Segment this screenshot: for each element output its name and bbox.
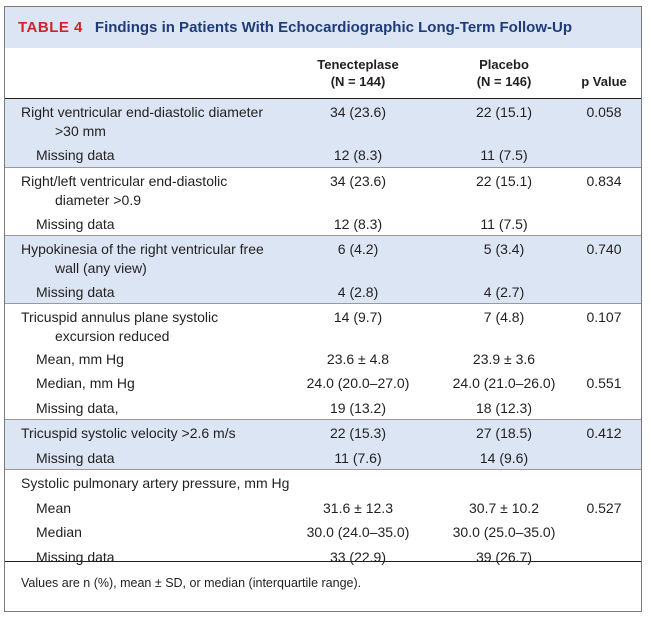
row-sublabel: Median, mm Hg xyxy=(36,375,135,391)
header-tenecteplase-n: (N = 144) xyxy=(330,74,386,89)
row-label: Hypokinesia of the right ventricular fre… xyxy=(21,240,301,278)
p-value: 0.412 xyxy=(586,425,622,441)
row-label-line1: Right/left ventricular end-diastolic xyxy=(21,173,228,189)
row-group: Tricuspid systolic velocity >2.6 m/s 22 (… xyxy=(5,420,641,470)
row-label: Right/left ventricular end-diastolic diam… xyxy=(21,172,301,210)
tenecteplase-value: 12 (8.3) xyxy=(333,216,383,232)
placebo-value: 24.0 (21.0–26.0) xyxy=(452,375,556,391)
placebo-value: 22 (15.1) xyxy=(475,104,533,120)
table-row: Tricuspid annulus plane systolic excursio… xyxy=(5,304,641,346)
tenecteplase-value: 22 (15.3) xyxy=(329,425,387,441)
table-number: TABLE 4 xyxy=(18,19,83,36)
table-row: Mean, mm Hg 23.6 ± 4.8 23.9 ± 3.6 xyxy=(5,346,641,370)
placebo-value: 11 (7.5) xyxy=(480,216,528,232)
tenecteplase-value: 34 (23.6) xyxy=(329,173,387,189)
table-row: Missing data 11 (7.6) 14 (9.6) xyxy=(5,445,641,469)
row-group: Hypokinesia of the right ventricular fre… xyxy=(5,236,641,304)
row-label-line1: Tricuspid annulus plane systolic xyxy=(21,309,219,325)
tenecteplase-value: 12 (8.3) xyxy=(333,147,383,163)
row-sublabel: Missing data xyxy=(36,450,115,466)
row-label: Systolic pulmonary artery pressure, mm H… xyxy=(21,474,301,493)
table-row: Hypokinesia of the right ventricular fre… xyxy=(5,236,641,279)
table-row: Median, mm Hg 24.0 (20.0–27.0) 24.0 (21.0–… xyxy=(5,370,641,395)
row-sublabel: Missing data xyxy=(36,216,115,232)
p-value: 0.107 xyxy=(586,309,622,325)
header-p-value: p Value xyxy=(581,74,627,89)
placebo-value: 14 (9.6) xyxy=(479,450,529,466)
table-frame: TABLE 4 Findings in Patients With Echoca… xyxy=(4,6,642,612)
placebo-value: 30.0 (25.0–35.0) xyxy=(452,524,556,540)
p-value: 0.527 xyxy=(586,500,622,516)
header-tenecteplase: Tenecteplase (N = 144) xyxy=(301,56,415,90)
table-row: Systolic pulmonary artery pressure, mm H… xyxy=(5,470,641,495)
row-group: Right ventricular end-diastolic diameter… xyxy=(5,99,641,168)
row-label-line1: Hypokinesia of the right ventricular fre… xyxy=(21,241,264,257)
row-sublabel: Missing data, xyxy=(36,400,119,416)
header-placebo-name: Placebo xyxy=(479,57,529,72)
table-row: Right ventricular end-diastolic diameter… xyxy=(5,99,641,142)
table-title-bar: TABLE 4 Findings in Patients With Echoca… xyxy=(5,7,641,48)
tenecteplase-value: 31.6 ± 12.3 xyxy=(323,500,393,516)
placebo-value: 11 (7.5) xyxy=(480,147,528,163)
tenecteplase-value: 34 (23.6) xyxy=(329,104,387,120)
row-sublabel: Missing data xyxy=(36,284,115,300)
row-sublabel: Mean, mm Hg xyxy=(36,351,124,367)
row-label: Tricuspid systolic velocity >2.6 m/s xyxy=(21,424,301,443)
row-group: Tricuspid annulus plane systolic excursio… xyxy=(5,304,641,420)
tenecteplase-value: 24.0 (20.0–27.0) xyxy=(306,375,410,391)
placebo-value: 27 (18.5) xyxy=(475,425,533,441)
row-label-line1: Right ventricular end-diastolic diameter xyxy=(21,104,263,120)
tenecteplase-value: 4 (2.8) xyxy=(337,284,379,300)
placebo-value: 7 (4.8) xyxy=(483,309,525,325)
row-group: Right/left ventricular end-diastolic diam… xyxy=(5,168,641,236)
placebo-value: 18 (12.3) xyxy=(475,400,533,416)
tenecteplase-value: 11 (7.6) xyxy=(334,450,382,466)
row-label-line2: diameter >0.9 xyxy=(55,192,141,208)
header-tenecteplase-name: Tenecteplase xyxy=(317,57,399,72)
p-value: 0.551 xyxy=(586,375,622,391)
table-row: Mean 31.6 ± 12.3 30.7 ± 10.2 0.527 xyxy=(5,495,641,519)
row-label: Right ventricular end-diastolic diameter… xyxy=(21,103,301,141)
table-row: Missing data, 19 (13.2) 18 (12.3) xyxy=(5,395,641,419)
table-row: Median 30.0 (24.0–35.0) 30.0 (25.0–35.0) xyxy=(5,519,641,544)
placebo-value: 22 (15.1) xyxy=(475,173,533,189)
row-label-line2: excursion reduced xyxy=(55,328,170,344)
table-title: Findings in Patients With Echocardiograp… xyxy=(94,19,572,36)
row-label-line1: Tricuspid systolic velocity >2.6 m/s xyxy=(21,425,236,441)
tenecteplase-value: 6 (4.2) xyxy=(337,241,379,257)
row-label-line2: wall (any view) xyxy=(55,260,147,276)
tenecteplase-value: 30.0 (24.0–35.0) xyxy=(306,524,410,540)
tenecteplase-value: 14 (9.7) xyxy=(333,309,383,325)
table-row: Right/left ventricular end-diastolic diam… xyxy=(5,168,641,211)
p-value: 0.058 xyxy=(586,104,622,120)
row-label-line2: >30 mm xyxy=(55,123,106,139)
placebo-value: 5 (3.4) xyxy=(483,241,525,257)
row-group: Systolic pulmonary artery pressure, mm H… xyxy=(5,470,641,570)
placebo-value: 23.9 ± 3.6 xyxy=(472,351,536,367)
row-sublabel: Median xyxy=(36,524,82,540)
p-value: 0.834 xyxy=(586,173,622,189)
table-row: Missing data 12 (8.3) 11 (7.5) xyxy=(5,142,641,167)
p-value: 0.740 xyxy=(586,241,622,257)
table-footnote: Values are n (%), mean ± SD, or median (… xyxy=(5,561,641,611)
table-header: Tenecteplase (N = 144) Placebo (N = 146)… xyxy=(5,48,641,99)
row-label-line1: Systolic pulmonary artery pressure, mm H… xyxy=(21,475,290,491)
row-sublabel: Mean xyxy=(36,500,72,516)
header-placebo: Placebo (N = 146) xyxy=(447,56,561,90)
placebo-value: 30.7 ± 10.2 xyxy=(469,500,539,516)
header-placebo-n: (N = 146) xyxy=(476,74,532,89)
tenecteplase-value: 19 (13.2) xyxy=(329,400,387,416)
row-sublabel: Missing data xyxy=(36,147,115,163)
table-body: Right ventricular end-diastolic diameter… xyxy=(5,99,641,570)
tenecteplase-value: 23.6 ± 4.8 xyxy=(326,351,390,367)
table-row: Missing data 4 (2.8) 4 (2.7) xyxy=(5,279,641,303)
row-label: Tricuspid annulus plane systolic excursio… xyxy=(21,308,301,346)
table-row: Tricuspid systolic velocity >2.6 m/s 22 (… xyxy=(5,420,641,445)
placebo-value: 4 (2.7) xyxy=(483,284,525,300)
table-row: Missing data 12 (8.3) 11 (7.5) xyxy=(5,211,641,235)
